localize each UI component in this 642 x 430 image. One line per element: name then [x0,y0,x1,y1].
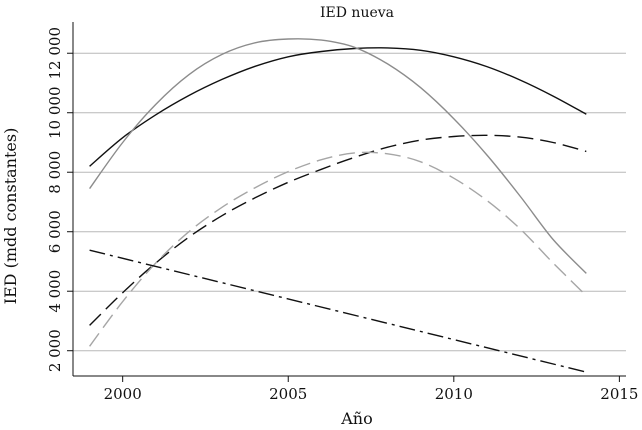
gridlines [73,52,626,352]
series-line-1 [89,47,587,167]
y-tick-label: 6 000 [46,210,64,253]
chart-title: IED nueva [320,5,394,21]
series-line-3 [89,134,587,326]
x-tick-label: 2015 [600,385,638,403]
y-tick-label: 2 000 [46,329,64,372]
y-tick-label: 10 000 [46,86,64,139]
x-tick-label: 2010 [435,385,473,403]
x-axis-title: Año [340,409,373,428]
y-axis-ticks: 2 000 4 000 6 000 8 000 10 000 12 000 [46,27,73,372]
series-line-5 [89,249,587,373]
x-tick-label: 2000 [104,385,142,403]
y-tick-label: 8 000 [46,151,64,194]
y-tick-label: 4 000 [46,270,64,313]
series-line-2 [89,38,587,274]
series-group [89,38,587,373]
x-axis-ticks: 2000 2005 2010 2015 [104,376,638,403]
y-tick-label: 12 000 [46,27,64,79]
series-line-4 [89,151,587,347]
x-tick-label: 2005 [269,385,307,403]
axes [72,22,626,377]
y-axis-title: IED (mdd constantes) [1,128,20,305]
